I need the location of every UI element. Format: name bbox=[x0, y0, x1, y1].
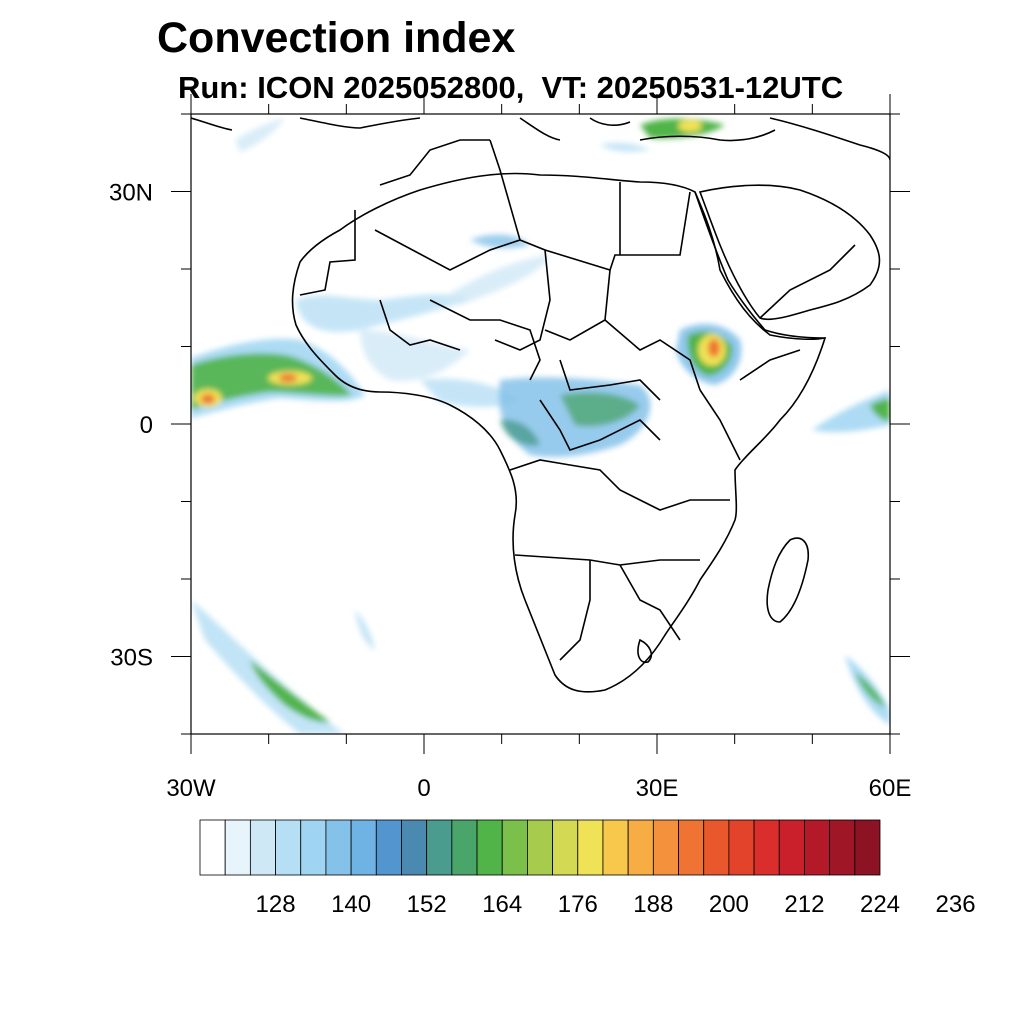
colorbar-swatch bbox=[249, 819, 276, 876]
lon-axis: 30W 0 30E 60E bbox=[166, 94, 911, 802]
colorbar-swatch bbox=[577, 819, 604, 876]
colorbar-swatch bbox=[854, 819, 881, 876]
colorbar-swatch bbox=[350, 819, 377, 876]
lon-tick-label: 60E bbox=[869, 775, 912, 802]
colorbar-label: 224 bbox=[860, 891, 900, 918]
lat-tick-label: 30S bbox=[110, 645, 153, 672]
coastlines bbox=[191, 117, 890, 693]
colorbar-swatch bbox=[224, 819, 251, 876]
colorbar: 128 140 152 164 176 188 200 212 224 236 bbox=[199, 819, 976, 918]
lon-tick-label: 30E bbox=[636, 775, 679, 802]
lat-axis: 30N 0 30S bbox=[109, 113, 910, 735]
colorbar-label: 152 bbox=[407, 891, 447, 918]
colorbar-label: 164 bbox=[482, 891, 522, 918]
colorbar-swatch bbox=[753, 819, 780, 876]
colorbar-swatch bbox=[199, 819, 226, 876]
colorbar-swatch bbox=[703, 819, 730, 876]
colorbar-swatch bbox=[527, 819, 553, 876]
colorbar-swatch bbox=[652, 819, 679, 876]
chart-subtitle: Run: ICON 2025052800, VT: 20250531-12UTC bbox=[178, 70, 844, 105]
colorbar-swatch bbox=[552, 819, 579, 876]
colorbar-swatch bbox=[778, 819, 805, 876]
colorbar-label: 176 bbox=[558, 891, 598, 918]
colorbar-label: 212 bbox=[784, 891, 824, 918]
colorbar-swatch bbox=[451, 819, 478, 876]
lon-tick-label: 0 bbox=[417, 775, 430, 802]
colorbar-label: 188 bbox=[633, 891, 673, 918]
colorbar-label: 200 bbox=[709, 891, 749, 918]
convection-field bbox=[191, 118, 890, 734]
colorbar-swatch bbox=[300, 819, 327, 876]
colorbar-swatch bbox=[627, 819, 654, 876]
colorbar-swatch bbox=[476, 819, 503, 876]
colorbar-swatch bbox=[602, 819, 629, 876]
colorbar-swatch bbox=[829, 819, 856, 876]
colorbar-swatch bbox=[375, 819, 402, 876]
colorbar-swatch bbox=[401, 819, 428, 876]
colorbar-swatch bbox=[426, 819, 453, 876]
lon-tick-label: 30W bbox=[166, 775, 216, 802]
colorbar-swatch bbox=[275, 819, 302, 876]
colorbar-label: 140 bbox=[331, 891, 371, 918]
colorbar-swatch bbox=[501, 819, 528, 876]
lat-tick-label: 0 bbox=[140, 412, 153, 439]
colorbar-label: 128 bbox=[256, 891, 296, 918]
colorbar-swatch bbox=[325, 819, 352, 876]
colorbar-swatch bbox=[804, 819, 831, 876]
colorbar-swatch bbox=[728, 819, 755, 876]
colorbar-swatch bbox=[678, 819, 705, 876]
colorbar-label: 236 bbox=[936, 891, 976, 918]
lat-tick-label: 30N bbox=[109, 180, 153, 207]
chart-title: Convection index bbox=[157, 14, 516, 62]
